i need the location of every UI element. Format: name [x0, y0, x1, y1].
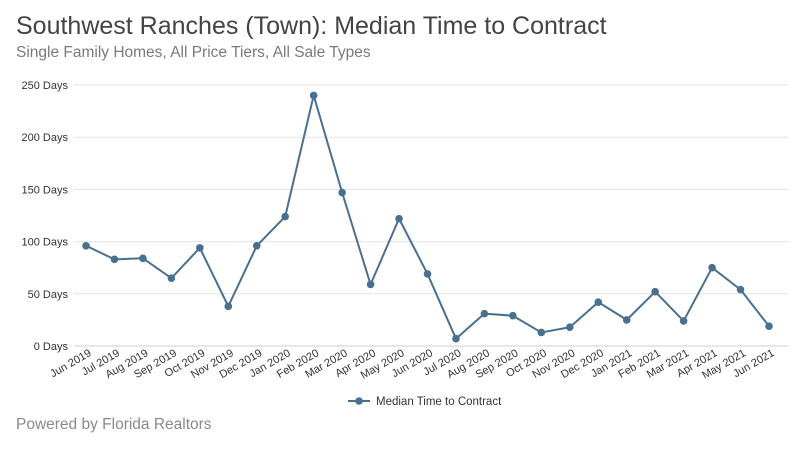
legend: Median Time to Contract: [348, 396, 502, 408]
data-point: [423, 270, 432, 278]
data-point: [679, 317, 688, 325]
data-point: [139, 254, 147, 263]
data-point: [252, 241, 261, 250]
chart-title: Southwest Ranches (Town): Median Time to…: [16, 12, 607, 40]
data-point: [281, 212, 290, 221]
series-layer: [82, 91, 773, 343]
data-point: [309, 91, 318, 100]
legend-label: Median Time to Contract: [376, 396, 502, 408]
data-point: [167, 274, 176, 282]
legend-marker: [355, 397, 363, 405]
data-point: [82, 241, 90, 250]
data-point: [338, 188, 346, 197]
data-point: [765, 322, 773, 330]
data-point: [736, 285, 745, 294]
y-tick-label: 250 Days: [22, 80, 69, 92]
chart-subtitle: Single Family Homes, All Price Tiers, Al…: [16, 44, 371, 61]
y-tick-label: 150 Days: [22, 184, 69, 196]
data-point: [651, 287, 659, 296]
data-point: [196, 244, 204, 252]
data-point: [594, 298, 603, 306]
gridlines: [74, 84, 788, 347]
y-tick-label: 0 Days: [34, 341, 69, 353]
data-point: [509, 311, 517, 320]
data-point: [366, 280, 375, 289]
y-axis-ticks: 0 Days 50 Days 100 Days 150 Days 200 Days 250…: [22, 80, 69, 353]
data-point: [622, 316, 631, 324]
data-point: [708, 263, 716, 272]
data-point: [565, 323, 574, 332]
y-tick-label: 200 Days: [22, 132, 69, 144]
y-tick-label: 100 Days: [22, 237, 69, 249]
data-point: [452, 334, 460, 343]
data-point: [480, 309, 489, 318]
footer-credit: Powered by Florida Realtors: [16, 416, 212, 433]
y-tick-label: 50 Days: [28, 289, 69, 301]
data-point: [395, 214, 403, 223]
data-point: [537, 328, 546, 337]
data-point: [224, 302, 233, 311]
series-line: [85, 94, 770, 340]
data-point: [110, 255, 119, 264]
